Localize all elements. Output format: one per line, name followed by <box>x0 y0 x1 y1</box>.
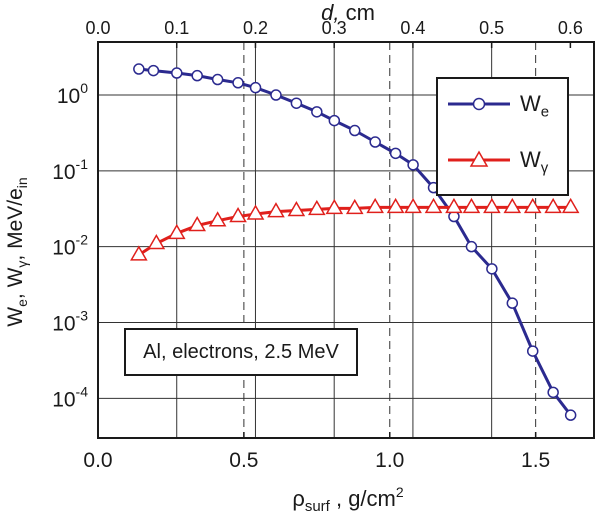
legend-label-wg: Wγ <box>520 147 549 177</box>
data-point-we <box>270 89 282 101</box>
x2-axis-title-var: d, <box>321 0 339 25</box>
data-point-we <box>407 159 419 171</box>
x2-axis-title: d, cm <box>321 0 375 25</box>
legend-item-wg: Wγ <box>446 145 566 177</box>
x2-tick-label: 0.0 <box>85 18 110 38</box>
x-axis-title-unit: , g/cm <box>330 486 396 511</box>
x2-tick-label: 0.4 <box>400 18 425 38</box>
data-point-wg <box>167 223 186 240</box>
legend-swatch-wg <box>448 150 510 167</box>
data-point-wg <box>267 202 285 218</box>
x-tick-label: 0.5 <box>229 449 258 472</box>
x2-tick-label: 0.2 <box>243 18 268 38</box>
y-tick-label-exp: -1 <box>76 156 89 172</box>
data-point-we <box>211 73 224 86</box>
y-tick-label: 100 <box>57 80 88 108</box>
data-point-we <box>133 63 145 75</box>
y-axis-title: We, Wγ, MeV/ein <box>4 177 30 326</box>
y-tick-label-exp: -2 <box>76 232 89 248</box>
y-tick-label-base: 10 <box>57 85 80 108</box>
data-point-we <box>349 124 361 137</box>
y-tick-label-base: 10 <box>52 161 75 184</box>
legend-swatch-we <box>448 97 510 111</box>
data-point-wg <box>287 200 306 217</box>
y-axis-title-part: e <box>14 299 30 307</box>
y-axis-title-part: , W <box>4 267 27 299</box>
x2-tick-label: 0.3 <box>322 18 347 38</box>
x2-tick-label: 0.5 <box>479 18 504 38</box>
x-axis-title: ρsurf , g/cm2 <box>292 484 404 515</box>
y-axis-title-part: , MeV/e <box>4 188 27 260</box>
x-axis-title-sub: surf <box>305 498 331 515</box>
data-point-wg <box>325 198 344 215</box>
data-point-we <box>191 69 203 82</box>
data-point-we <box>171 67 183 79</box>
data-point-we <box>232 77 244 89</box>
data-point-we <box>486 263 498 275</box>
x2-axis-title-unit: cm <box>339 0 374 25</box>
annotation-box: Al, electrons, 2.5 MeV <box>124 328 358 376</box>
x-axis-title-sup: 2 <box>396 484 404 500</box>
data-point-wg <box>445 197 463 214</box>
data-point-wg <box>130 245 148 261</box>
y-tick-label-base: 10 <box>52 388 75 411</box>
y-tick-label-exp: 0 <box>80 80 88 96</box>
data-point-wg <box>462 197 481 214</box>
data-point-wg <box>386 197 405 214</box>
data-point-wg <box>424 197 443 214</box>
y-axis-title-part: in <box>14 177 30 188</box>
data-point-wg <box>404 197 422 214</box>
y-tick-label: 10-1 <box>52 156 88 184</box>
data-point-wg <box>523 197 542 214</box>
data-point-wg <box>208 211 227 227</box>
annotation-text: Al, electrons, 2.5 MeV <box>143 340 339 363</box>
data-point-wg <box>308 199 326 216</box>
data-point-wg <box>503 197 522 214</box>
data-point-we <box>389 147 402 160</box>
legend-item-we: We <box>446 89 566 121</box>
data-point-we <box>290 97 303 109</box>
x2-tick-label: 0.6 <box>558 18 583 38</box>
data-point-wg <box>483 197 501 214</box>
data-point-we <box>526 345 539 357</box>
data-point-wg <box>188 216 206 232</box>
data-point-wg <box>544 197 562 214</box>
data-point-wg <box>561 197 580 214</box>
y-tick-label-exp: -3 <box>76 308 89 324</box>
data-point-we <box>249 81 262 94</box>
y-tick-label-base: 10 <box>52 313 75 336</box>
data-point-wg <box>147 234 166 250</box>
y-tick-label-base: 10 <box>52 237 75 260</box>
data-point-we <box>369 136 381 148</box>
x-axis-title-rho: ρ <box>292 486 305 511</box>
grid-layer <box>98 42 594 438</box>
y-axis-title-part: γ <box>14 261 30 268</box>
data-point-we <box>564 409 577 421</box>
data-point-wg <box>229 206 247 223</box>
y-tick-label-exp: -4 <box>76 383 89 399</box>
data-point-we <box>547 386 559 399</box>
x-tick-label: 0.0 <box>83 449 112 472</box>
x-tick-label: 1.5 <box>521 449 550 472</box>
data-point-wg <box>366 197 384 214</box>
data-point-we <box>311 106 323 118</box>
y-tick-label: 10-2 <box>52 232 88 260</box>
data-point-we <box>465 240 478 253</box>
data-point-we <box>328 114 341 127</box>
x-tick-label: 1.0 <box>375 449 404 472</box>
y-axis-title-part: W <box>4 307 27 327</box>
data-point-wg <box>345 198 364 215</box>
data-point-we <box>506 297 519 309</box>
plot-frame <box>97 41 595 439</box>
series-layer <box>130 63 580 421</box>
data-point-we <box>147 64 160 77</box>
legend-label-we: We <box>520 91 550 121</box>
data-point-wg <box>246 204 265 220</box>
y-tick-label: 10-3 <box>52 308 88 336</box>
legend: We Wγ <box>436 77 569 196</box>
y-tick-label: 10-4 <box>52 383 88 411</box>
x2-tick-label: 0.1 <box>164 18 189 38</box>
